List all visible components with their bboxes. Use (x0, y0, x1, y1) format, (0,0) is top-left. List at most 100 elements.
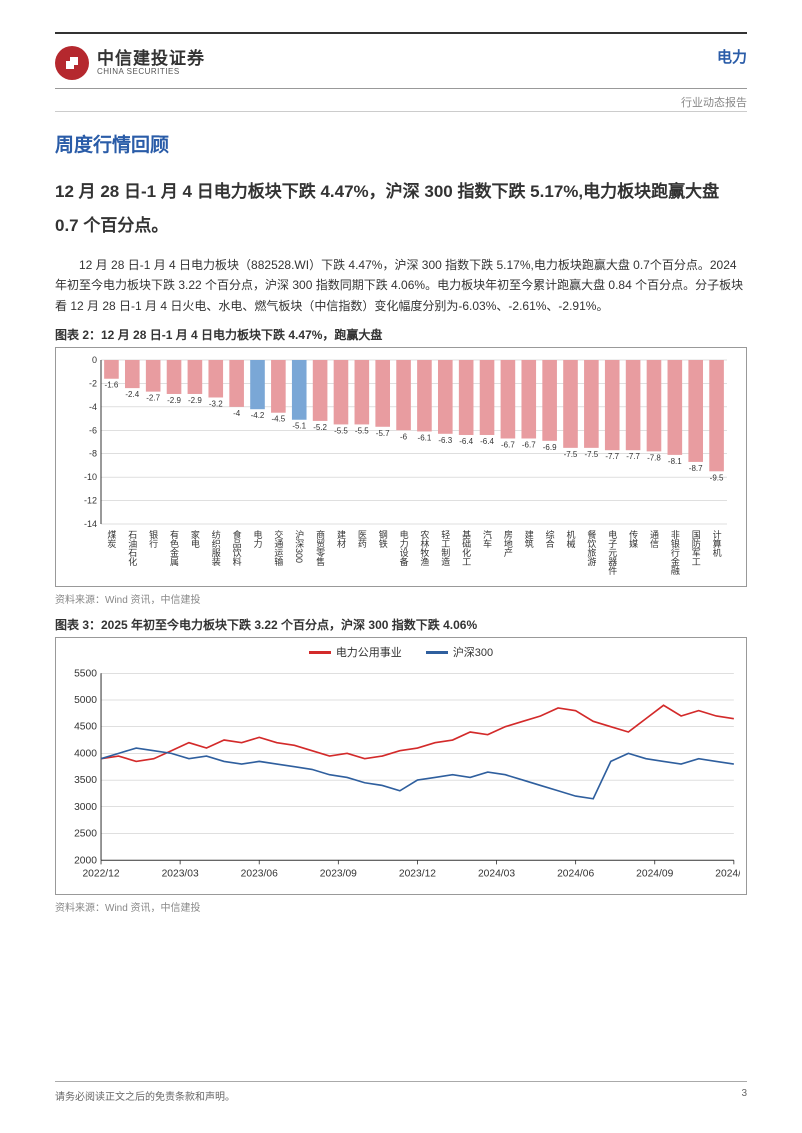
svg-text:3000: 3000 (74, 802, 97, 813)
svg-text:-4.5: -4.5 (271, 415, 285, 424)
svg-text:-6.9: -6.9 (543, 443, 557, 452)
svg-text:2023/03: 2023/03 (162, 869, 199, 880)
svg-text:-7.5: -7.5 (564, 450, 578, 459)
report-type: 行业动态报告 (681, 97, 747, 109)
svg-text:-5.1: -5.1 (292, 422, 306, 431)
svg-text:商贸零售: 商贸零售 (315, 529, 325, 567)
svg-text:-6.4: -6.4 (459, 437, 473, 446)
line-chart: 200025003000350040004500500055002022/122… (62, 662, 740, 892)
svg-text:-6.4: -6.4 (480, 437, 494, 446)
svg-text:电子元器件: 电子元器件 (607, 529, 617, 576)
svg-text:-9.5: -9.5 (710, 473, 724, 482)
chart3-caption: 图表 3：2025 年初至今电力板块下跌 3.22 个百分点，沪深 300 指数… (55, 616, 747, 633)
legend-label: 电力公用事业 (336, 644, 402, 660)
page-number: 3 (741, 1088, 747, 1103)
svg-text:有色金属: 有色金属 (169, 529, 179, 567)
chart3-legend: 电力公用事业 沪深300 (62, 644, 740, 660)
svg-text:煤炭: 煤炭 (106, 529, 116, 549)
svg-text:通信: 通信 (649, 530, 659, 549)
svg-text:5500: 5500 (74, 668, 97, 679)
svg-text:-6.7: -6.7 (501, 441, 515, 450)
logo-cn: 中信建投证券 (97, 50, 205, 68)
svg-text:电力设备: 电力设备 (399, 529, 409, 566)
svg-text:医药: 医药 (357, 530, 367, 549)
svg-text:2024/09: 2024/09 (636, 869, 673, 880)
chart2-caption: 图表 2：12 月 28 日-1 月 4 日电力板块下跌 4.47%，跑赢大盘 (55, 326, 747, 343)
svg-text:2024/12: 2024/12 (715, 869, 740, 880)
section-title: 周度行情回顾 (55, 130, 747, 157)
svg-text:-4: -4 (89, 402, 97, 412)
svg-text:农林牧渔: 农林牧渔 (419, 529, 429, 566)
svg-text:2000: 2000 (74, 855, 97, 866)
svg-text:-6: -6 (400, 432, 408, 441)
svg-text:基础化工: 基础化工 (461, 529, 471, 566)
svg-text:-10: -10 (84, 472, 97, 482)
svg-text:-12: -12 (84, 496, 97, 506)
svg-text:-2.9: -2.9 (188, 396, 202, 405)
subtitle: 12 月 28 日-1 月 4 日电力板块下跌 4.47%，沪深 300 指数下… (55, 175, 747, 243)
svg-text:-6: -6 (89, 425, 97, 435)
svg-text:非银行金融: 非银行金融 (670, 529, 680, 576)
chart2-source: 资料来源：Wind 资讯，中信建投 (55, 591, 747, 606)
legend-item-power: 电力公用事业 (309, 644, 402, 660)
svg-text:食品饮料: 食品饮料 (232, 529, 242, 567)
svg-text:纺织服装: 纺织服装 (211, 529, 221, 567)
svg-text:4000: 4000 (74, 749, 97, 760)
svg-text:轻工制造: 轻工制造 (440, 529, 450, 567)
svg-text:-7.5: -7.5 (584, 450, 598, 459)
header-rule (55, 88, 747, 89)
bar-chart: 0 -2 -4 -6 -8 -10 -12 -14 -1.6 煤炭 -2.4 石油石化 -2.7 银行 -2… (62, 354, 740, 584)
svg-text:-6.1: -6.1 (418, 434, 432, 443)
svg-text:-1.6: -1.6 (105, 381, 119, 390)
logo-mark-icon (55, 46, 89, 80)
svg-text:沪深300: 沪深300 (294, 529, 304, 563)
svg-text:家电: 家电 (190, 529, 200, 548)
svg-text:2023/09: 2023/09 (320, 869, 357, 880)
svg-text:银行: 银行 (148, 529, 158, 549)
svg-text:-3.2: -3.2 (209, 400, 223, 409)
chart2-box: 0 -2 -4 -6 -8 -10 -12 -14 -1.6 煤炭 -2.4 石油石化 -2.7 银行 -2… (55, 347, 747, 587)
svg-text:-8: -8 (89, 449, 97, 459)
svg-text:综合: 综合 (545, 529, 555, 549)
svg-text:交通运输: 交通运输 (273, 529, 283, 567)
svg-text:建材: 建材 (336, 529, 346, 548)
svg-text:2024/06: 2024/06 (557, 869, 594, 880)
svg-text:2023/12: 2023/12 (399, 869, 436, 880)
svg-text:0: 0 (92, 355, 97, 365)
svg-text:2024/03: 2024/03 (478, 869, 515, 880)
svg-text:3500: 3500 (74, 775, 97, 786)
svg-text:-2.9: -2.9 (167, 396, 181, 405)
legend-label: 沪深300 (453, 644, 493, 660)
header-rule-2 (55, 111, 747, 112)
svg-text:2500: 2500 (74, 829, 97, 840)
legend-swatch (426, 651, 448, 654)
svg-text:5000: 5000 (74, 695, 97, 706)
svg-text:-2.4: -2.4 (125, 390, 139, 399)
svg-text:-4: -4 (233, 409, 241, 418)
svg-text:汽车: 汽车 (482, 529, 492, 549)
svg-text:机械: 机械 (566, 529, 576, 549)
svg-text:2023/06: 2023/06 (241, 869, 278, 880)
svg-text:-14: -14 (84, 519, 97, 529)
logo: 中信建投证券 CHINA SECURITIES (55, 46, 205, 80)
chart3-box: 电力公用事业 沪深300 200025003000350040004500500… (55, 637, 747, 895)
legend-item-csi300: 沪深300 (426, 644, 493, 660)
svg-text:-5.7: -5.7 (376, 429, 390, 438)
svg-text:石油石化: 石油石化 (127, 530, 137, 567)
svg-text:-2: -2 (89, 379, 97, 389)
logo-en: CHINA SECURITIES (97, 68, 205, 76)
header-sector: 电力 (717, 46, 747, 67)
page-footer: 请务必阅读正文之后的免责条款和声明。 3 (55, 1081, 747, 1103)
svg-text:-5.5: -5.5 (355, 427, 369, 436)
svg-text:-6.7: -6.7 (522, 441, 536, 450)
svg-text:传媒: 传媒 (628, 529, 638, 549)
svg-text:-2.7: -2.7 (146, 394, 160, 403)
svg-text:-5.5: -5.5 (334, 427, 348, 436)
svg-text:-4.2: -4.2 (251, 411, 265, 420)
svg-text:-8.7: -8.7 (689, 464, 703, 473)
svg-text:-6.3: -6.3 (438, 436, 452, 445)
svg-text:2022/12: 2022/12 (82, 869, 119, 880)
svg-text:餐饮旅游: 餐饮旅游 (586, 529, 596, 567)
chart3-source: 资料来源：Wind 资讯，中信建投 (55, 899, 747, 914)
svg-text:电力: 电力 (253, 529, 263, 549)
